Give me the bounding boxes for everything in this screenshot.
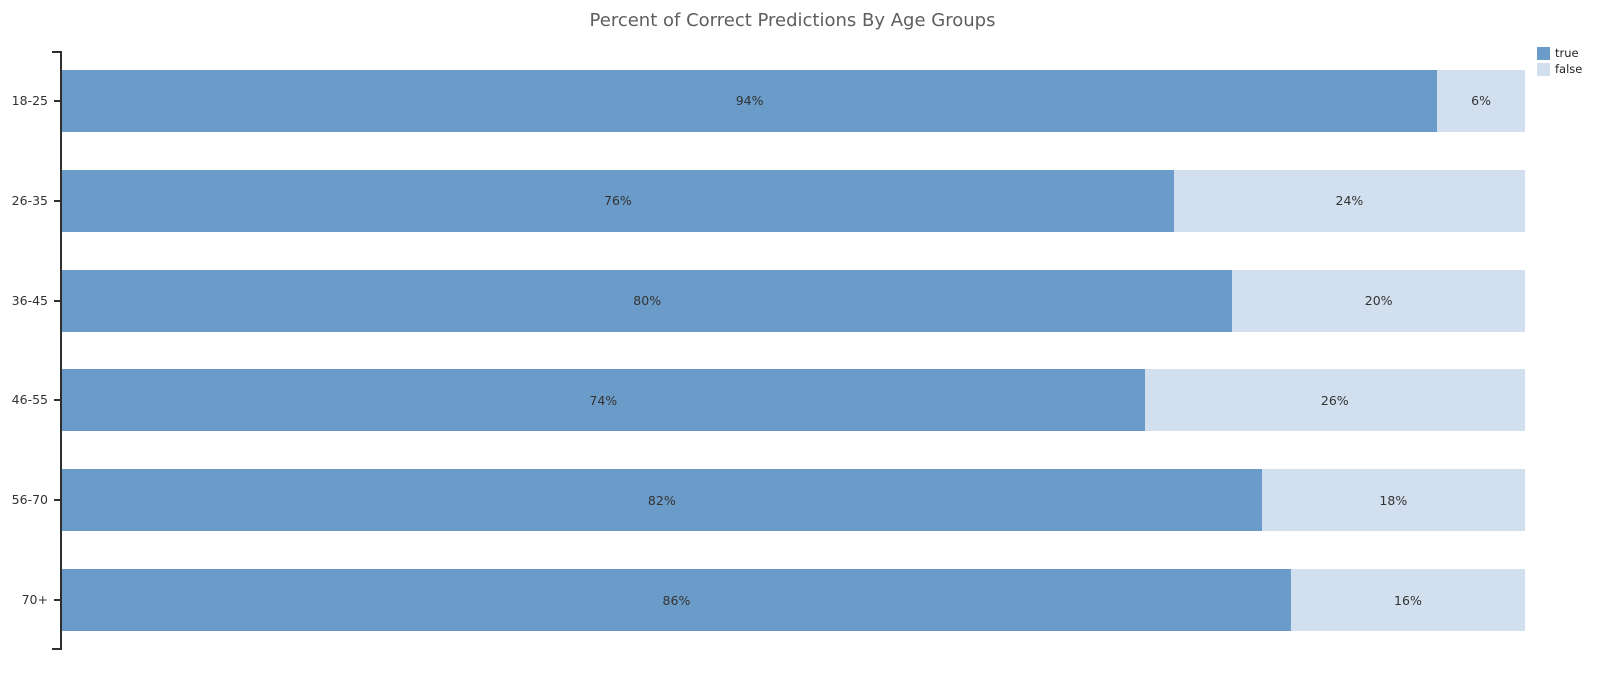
bar-value-label: 86% [662, 592, 691, 608]
bar-row: 56-70 82% 18% [12, 469, 1525, 532]
legend-swatch-true-icon [1537, 46, 1550, 60]
bar-value-label: 26% [1320, 392, 1349, 408]
bar-segment-true: 80% [62, 269, 1233, 332]
bar-value-label: 20% [1364, 293, 1393, 309]
bar-segment-true: 76% [62, 169, 1174, 232]
legend-swatch-false-icon [1537, 62, 1550, 76]
bar-segment-false: 20% [1232, 269, 1525, 332]
legend-label-true: true [1555, 46, 1579, 60]
y-axis-top-cap [52, 51, 60, 53]
bar-value-label: 24% [1335, 193, 1364, 209]
bar-segment-false: 6% [1437, 69, 1525, 132]
bar-segment-true: 82% [62, 469, 1262, 532]
legend: true false [1537, 46, 1582, 76]
bar-value-label: 76% [604, 193, 632, 209]
y-axis-tick [54, 199, 60, 202]
bar-value-label: 82% [647, 492, 676, 508]
y-axis-tick [54, 299, 60, 302]
bar-row: 70+ 86% 16% [22, 569, 1525, 632]
y-axis-tick [54, 599, 60, 602]
y-axis-tick [54, 399, 60, 402]
category-label: 46-55 [11, 392, 48, 408]
bar-value-label: 16% [1394, 592, 1422, 608]
bar-segment-false: 24% [1173, 169, 1525, 232]
bar-value-label: 18% [1379, 492, 1408, 508]
bar-segment-true: 74% [62, 369, 1145, 432]
legend-entry-true: true [1537, 46, 1582, 60]
legend-entry-false: false [1537, 62, 1582, 76]
bar-segment-false: 18% [1261, 469, 1525, 532]
plot-area: 18-25 94% 6% 26-35 76% 24% 36-45 80% 20% 46-55 74%… [12, 51, 1525, 650]
bar-value-label: 74% [589, 392, 618, 408]
bar-segment-true: 94% [62, 69, 1438, 132]
bar-row: 36-45 80% 20% [12, 269, 1525, 332]
y-axis-tick [54, 99, 60, 102]
category-label: 70+ [21, 592, 48, 608]
bar-segment-true: 86% [62, 569, 1291, 632]
bar-row: 26-35 76% 24% [12, 169, 1525, 232]
category-label: 56-70 [11, 492, 48, 508]
bar-value-label: 80% [633, 293, 662, 309]
category-label: 18-25 [11, 92, 48, 108]
y-axis-bottom-cap [52, 648, 60, 650]
chart-title: Percent of Correct Predictions By Age Gr… [589, 10, 996, 31]
bar-row: 46-55 74% 26% [12, 369, 1525, 432]
legend-label-false: false [1555, 62, 1583, 76]
bar-row: 18-25 94% 6% [12, 69, 1525, 132]
category-label: 36-45 [11, 292, 48, 308]
bar-value-label: 94% [735, 93, 764, 109]
bar-value-label: 6% [1471, 93, 1492, 109]
bar-segment-false: 16% [1290, 569, 1525, 632]
y-axis-tick [54, 499, 60, 502]
bar-segment-false: 26% [1144, 369, 1525, 432]
category-label: 26-35 [11, 192, 48, 208]
